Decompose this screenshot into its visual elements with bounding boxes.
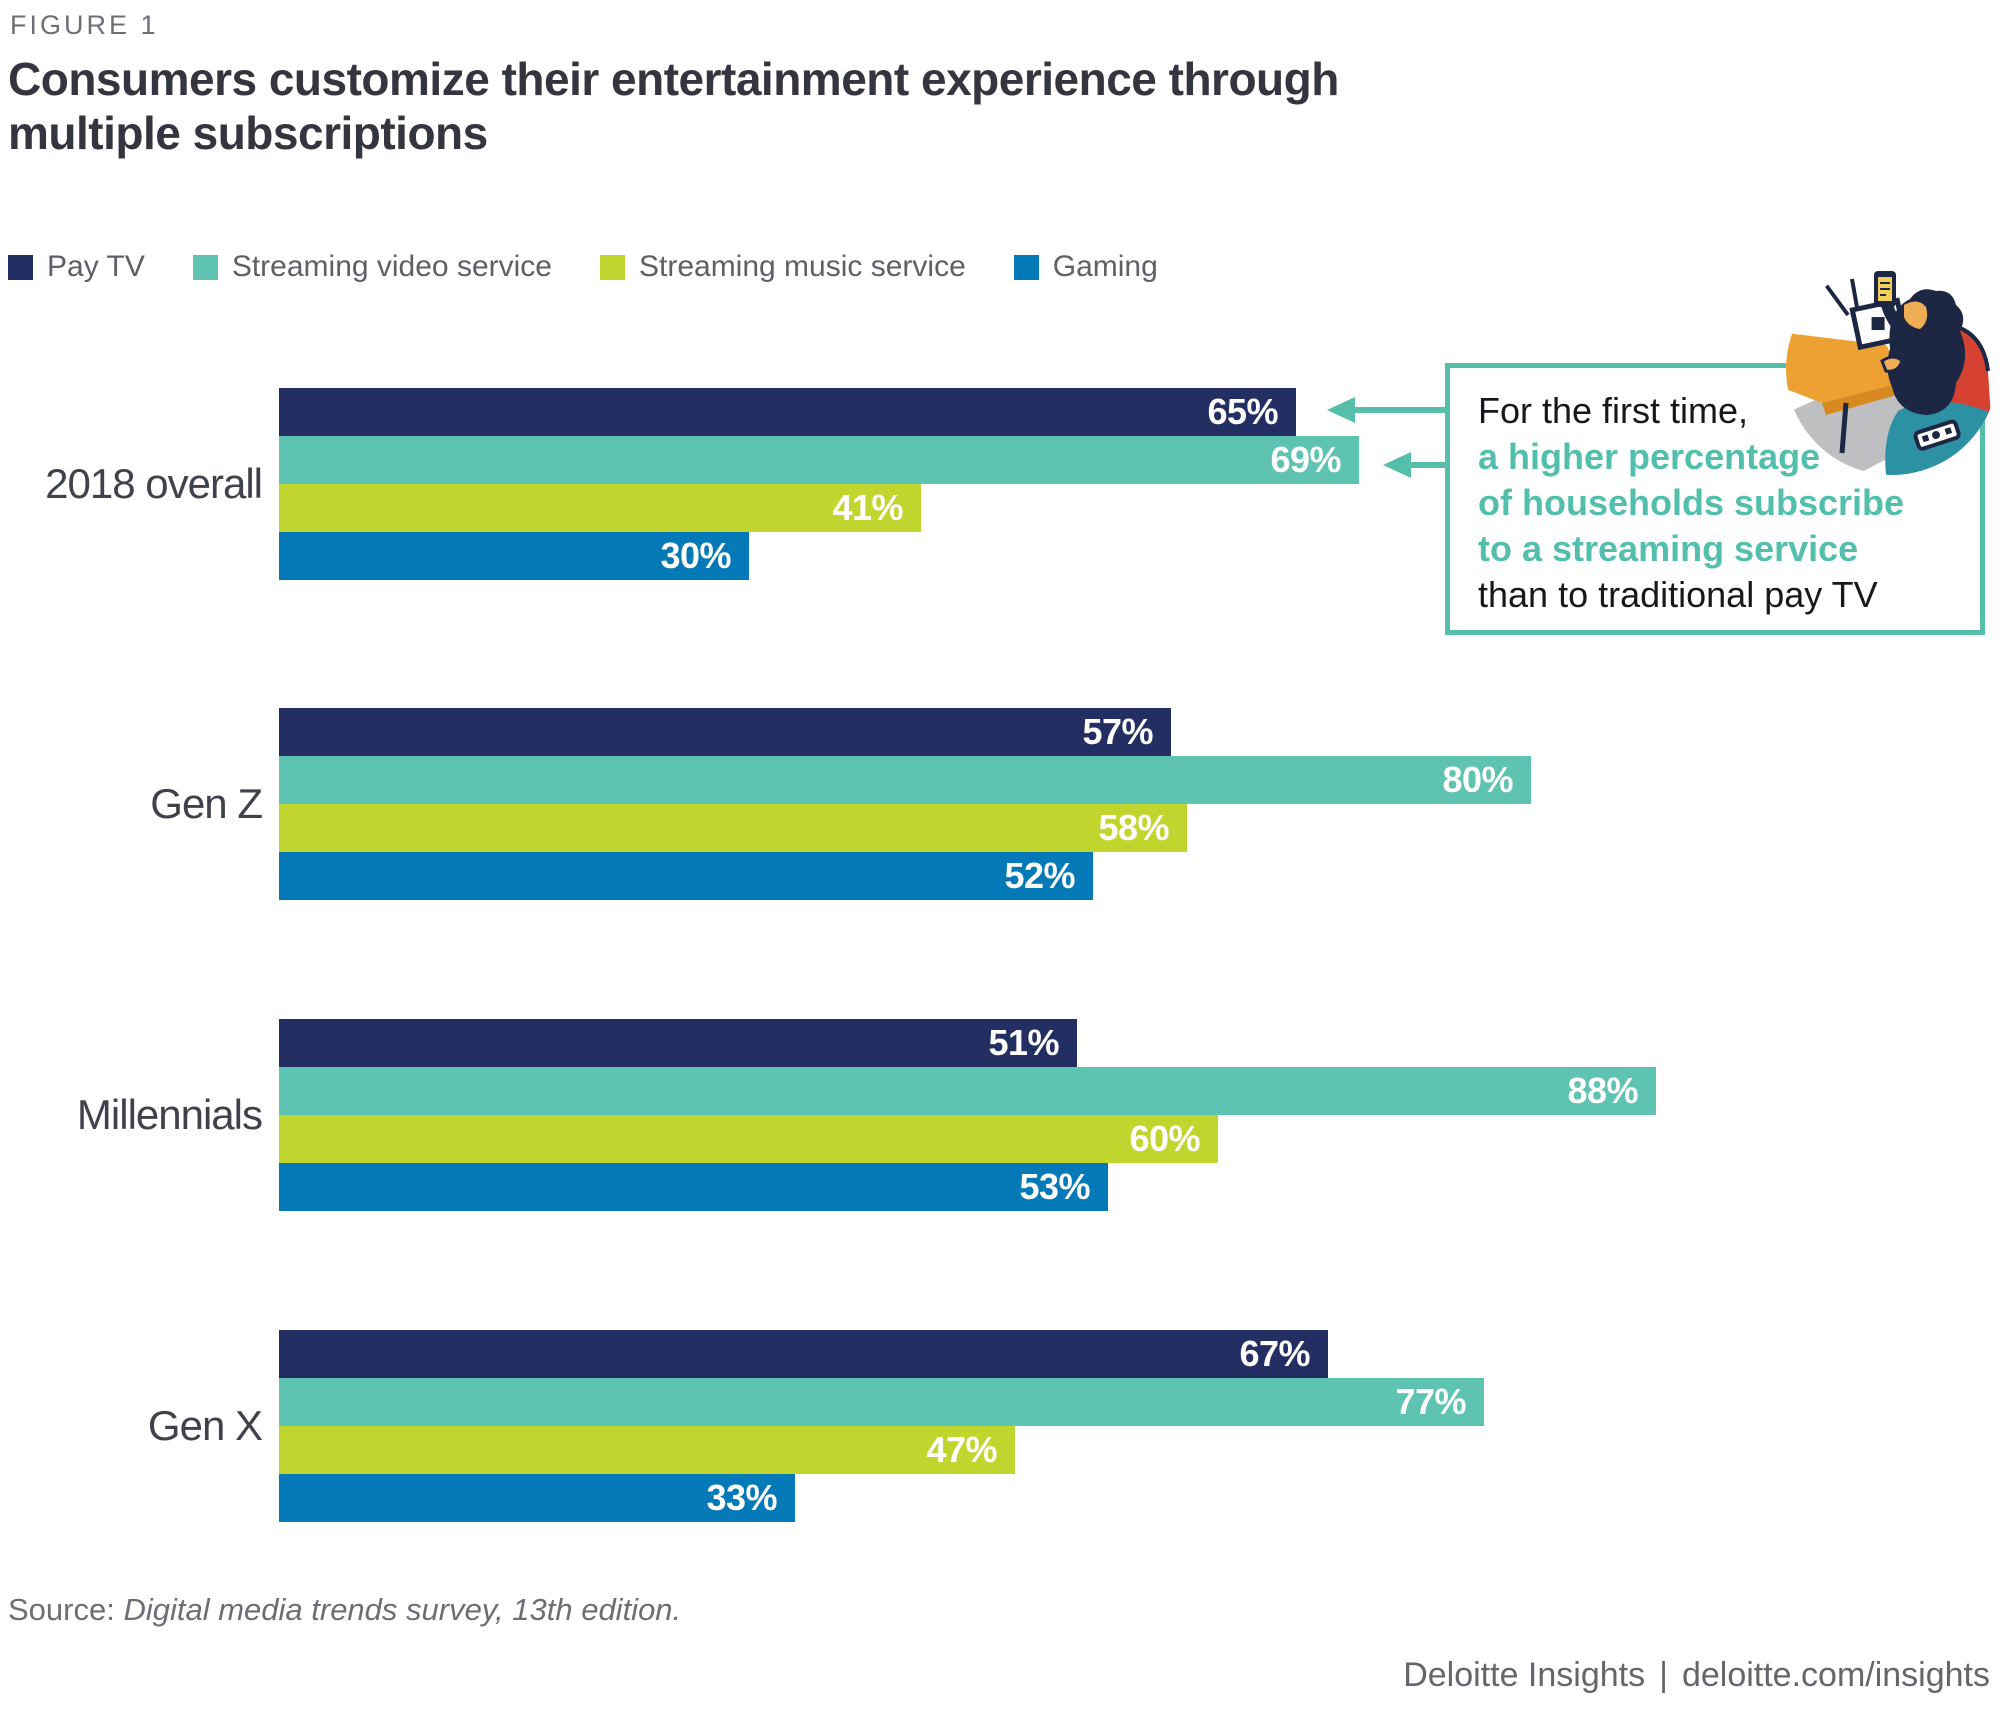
value-label: 51% — [988, 1022, 1059, 1063]
callout-line: a higher percentage — [1478, 436, 1821, 477]
legend-label: Gaming — [1052, 250, 1158, 283]
bar-streaming-video-service-gen-x: 77% — [279, 1378, 1484, 1426]
arrow-left-icon — [1383, 452, 1411, 478]
bar-gaming-gen-x: 33% — [279, 1474, 795, 1522]
legend-item-gaming: Gaming — [1013, 250, 1158, 284]
legend-label: Streaming video service — [231, 250, 552, 283]
category-label-gen-z: Gen Z — [150, 780, 263, 827]
value-label: 69% — [1270, 439, 1341, 480]
value-label: 33% — [706, 1477, 777, 1518]
source-note: Source: Digital media trends survey, 13t… — [8, 1592, 681, 1628]
value-label: 88% — [1567, 1070, 1638, 1111]
value-label: 58% — [1098, 807, 1169, 848]
footer-brand: Deloitte Insights — [1403, 1656, 1646, 1694]
figure-label: FIGURE 1 — [10, 10, 159, 40]
value-label: 52% — [1004, 855, 1075, 896]
legend-label: Pay TV — [47, 250, 145, 283]
bar-pay-tv-gen-x: 67% — [279, 1330, 1328, 1378]
legend-swatch-icon — [8, 254, 33, 280]
source-text: Digital media trends survey, 13th editio… — [123, 1592, 682, 1627]
callout-line: of households subscribe — [1478, 482, 1905, 523]
callout-line: For the first time, — [1478, 390, 1749, 431]
bar-streaming-music-service-gen-z: 58% — [279, 804, 1187, 852]
callout-line: to a streaming service — [1478, 528, 1859, 569]
footer: Deloitte Insights | deloitte.com/insight… — [1403, 1656, 1990, 1695]
legend-swatch-icon — [599, 254, 625, 280]
bar-gaming-2018-overall: 30% — [279, 532, 749, 580]
footer-separator: | — [1659, 1656, 1668, 1694]
arrow-line — [1407, 462, 1447, 468]
bar-streaming-video-service-gen-z: 80% — [279, 756, 1531, 804]
legend-swatch-icon — [1013, 254, 1039, 280]
bar-pay-tv-2018-overall: 65% — [279, 388, 1296, 436]
chart-title: Consumers customize their entertainment … — [8, 52, 1408, 160]
value-label: 47% — [926, 1429, 997, 1470]
legend-label: Streaming music service — [638, 250, 966, 283]
value-label: 41% — [832, 487, 903, 528]
callout-text: For the first time, a higher percentage of… — [1478, 388, 1980, 618]
bar-streaming-music-service-millennials: 60% — [279, 1115, 1218, 1163]
chart-title-line1: Consumers customize their entertainment … — [8, 53, 1339, 105]
legend-swatch-icon — [192, 254, 218, 280]
source-prefix: Source: — [8, 1592, 124, 1627]
bar-streaming-video-service-millennials: 88% — [279, 1067, 1656, 1115]
category-label-2018-overall: 2018 overall — [45, 460, 263, 507]
value-label: 57% — [1082, 711, 1153, 752]
legend: Pay TV Streaming video service Streaming… — [8, 250, 1158, 284]
category-label-gen-x: Gen X — [147, 1402, 263, 1449]
bar-pay-tv-gen-z: 57% — [279, 708, 1171, 756]
chart-title-line2: multiple subscriptions — [8, 107, 488, 159]
value-label: 80% — [1442, 759, 1513, 800]
bar-streaming-video-service-2018-overall: 69% — [279, 436, 1359, 484]
value-label: 53% — [1019, 1166, 1090, 1207]
value-label: 60% — [1129, 1118, 1200, 1159]
bar-gaming-millennials: 53% — [279, 1163, 1108, 1211]
bar-gaming-gen-z: 52% — [279, 852, 1093, 900]
arrow-line — [1351, 407, 1447, 413]
legend-item-pay-tv: Pay TV — [8, 250, 145, 284]
value-label: 67% — [1239, 1333, 1310, 1374]
value-label: 30% — [660, 535, 731, 576]
bar-streaming-music-service-gen-x: 47% — [279, 1426, 1015, 1474]
callout-line: than to traditional pay TV — [1478, 574, 1878, 615]
bar-pay-tv-millennials: 51% — [279, 1019, 1077, 1067]
people-on-couch-with-devices-illustration — [1786, 263, 1998, 475]
value-label: 77% — [1395, 1381, 1466, 1422]
legend-item-streaming-music: Streaming music service — [599, 250, 966, 284]
couch-illustration-graphic — [1786, 263, 1998, 475]
footer-link[interactable]: deloitte.com/insights — [1681, 1656, 1990, 1694]
arrow-left-icon — [1327, 397, 1355, 423]
category-label-millennials: Millennials — [76, 1091, 263, 1138]
bar-streaming-music-service-2018-overall: 41% — [279, 484, 921, 532]
value-label: 65% — [1207, 391, 1278, 432]
legend-item-streaming-video: Streaming video service — [192, 250, 552, 284]
